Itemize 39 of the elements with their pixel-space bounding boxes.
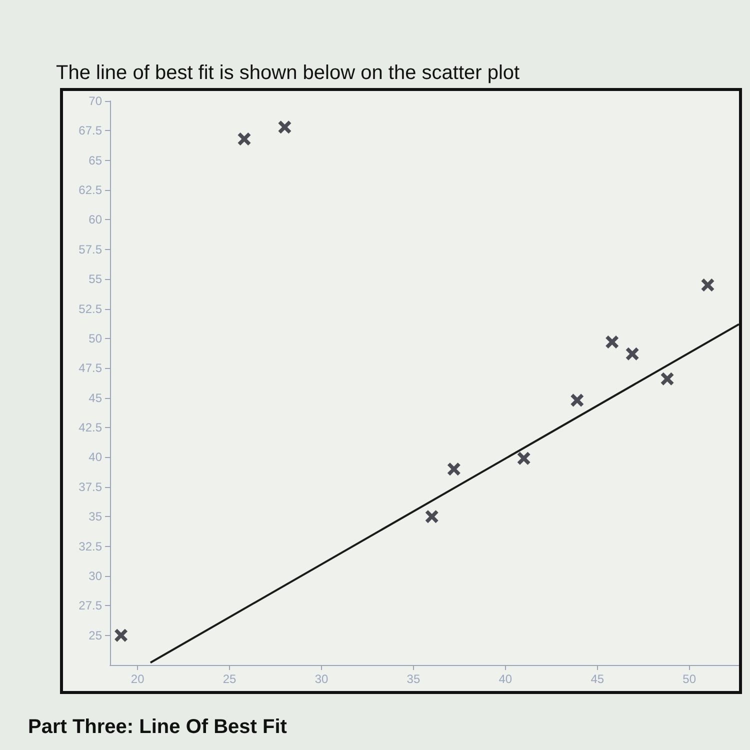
point (626, 347, 639, 360)
y-tick-label: 27.5 (78, 598, 102, 613)
point (278, 120, 292, 134)
y-tick-label: 62.5 (78, 183, 102, 198)
point (517, 452, 530, 465)
y-tick-label: 45 (88, 390, 102, 405)
x-tick-label: 45 (590, 672, 604, 686)
y-tick-label: 42.5 (78, 420, 102, 435)
x-tick-label: 30 (314, 672, 328, 686)
text: Part Three: Line Of Best Fit (28, 716, 287, 739)
y-tick-label: 40 (88, 450, 102, 464)
y-tick-label: 35 (88, 510, 102, 524)
y-tick-label: 32.5 (78, 539, 102, 554)
y-tick-label: 52.5 (78, 302, 102, 316)
x-tick-label: 35 (406, 672, 420, 686)
y-tick-label: 50 (88, 331, 102, 346)
y-tick-label: 70 (88, 94, 102, 108)
y-tick-label: 65 (88, 153, 102, 168)
x-tick-label: 50 (682, 672, 696, 686)
point (238, 132, 251, 146)
y-tick-label: 57.5 (78, 242, 102, 256)
y-tick-label: 47.5 (78, 361, 102, 376)
y-tick-label: 67.5 (78, 124, 102, 138)
y-tick-label: 55 (88, 272, 102, 286)
y-tick-label: 60 (88, 212, 102, 227)
x-tick-label: 20 (130, 672, 145, 686)
chart-title: The line of best fit is shown below on the scatter plot (56, 62, 520, 85)
x-tick-label: 25 (222, 672, 237, 686)
y-tick-label: 37.5 (78, 480, 102, 494)
point (701, 278, 714, 292)
point (660, 372, 674, 386)
y-tick-label: 30 (88, 568, 102, 583)
point (606, 336, 619, 349)
point (570, 394, 584, 407)
point (447, 462, 460, 476)
x-tick-label: 40 (498, 672, 512, 686)
y-tick-label: 25 (88, 628, 102, 642)
point (425, 510, 438, 524)
point (114, 628, 128, 642)
